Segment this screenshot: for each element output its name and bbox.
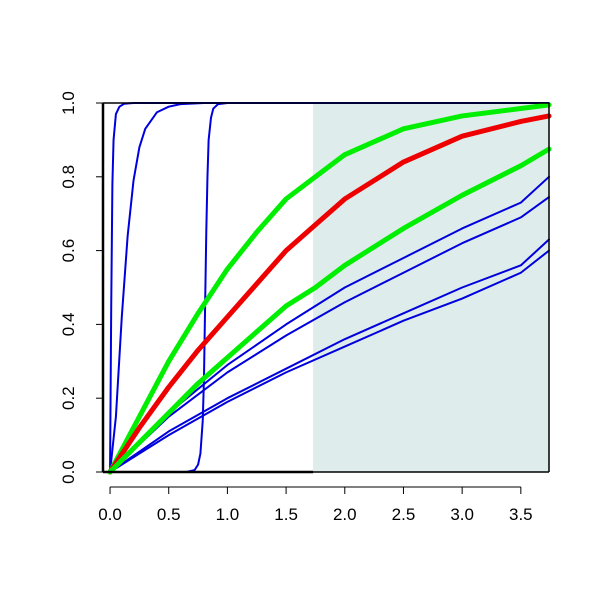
- series-line-blue-3: [109, 175, 550, 473]
- series-line-green-7: [107, 102, 552, 475]
- y-tick-label: 0.0: [59, 460, 78, 484]
- axis-layer: 0.0 0.5 1.0 1.5 2.0 2.5 3.0 3.5 0.0 0.2 0.4 0.6 0.8 1…: [59, 91, 550, 524]
- x-tick-label: 2.0: [333, 505, 357, 524]
- series-line-blue-4: [109, 196, 550, 473]
- y-tick-label: 1.0: [59, 91, 78, 115]
- x-tick-label: 1.5: [274, 505, 298, 524]
- y-tick-label: 0.8: [59, 165, 78, 189]
- y-tick-label: 0.6: [59, 239, 78, 263]
- shaded-region-layer: [313, 103, 549, 472]
- series-line-red-8: [107, 113, 552, 475]
- x-tick-label: 3.0: [450, 505, 474, 524]
- x-tick-label: 1.0: [216, 505, 240, 524]
- y-tick-label: 0.4: [59, 313, 78, 337]
- x-tick-label: 3.5: [509, 505, 533, 524]
- shaded-region: [313, 103, 549, 472]
- y-tick-label: 0.2: [59, 386, 78, 410]
- series-line-green-9: [107, 146, 552, 475]
- series-line-blue-6: [109, 249, 550, 473]
- series-line-blue-5: [109, 238, 550, 473]
- x-tick-label: 0.5: [157, 505, 181, 524]
- x-tick-label: 0.0: [98, 505, 122, 524]
- x-tick-label: 2.5: [392, 505, 416, 524]
